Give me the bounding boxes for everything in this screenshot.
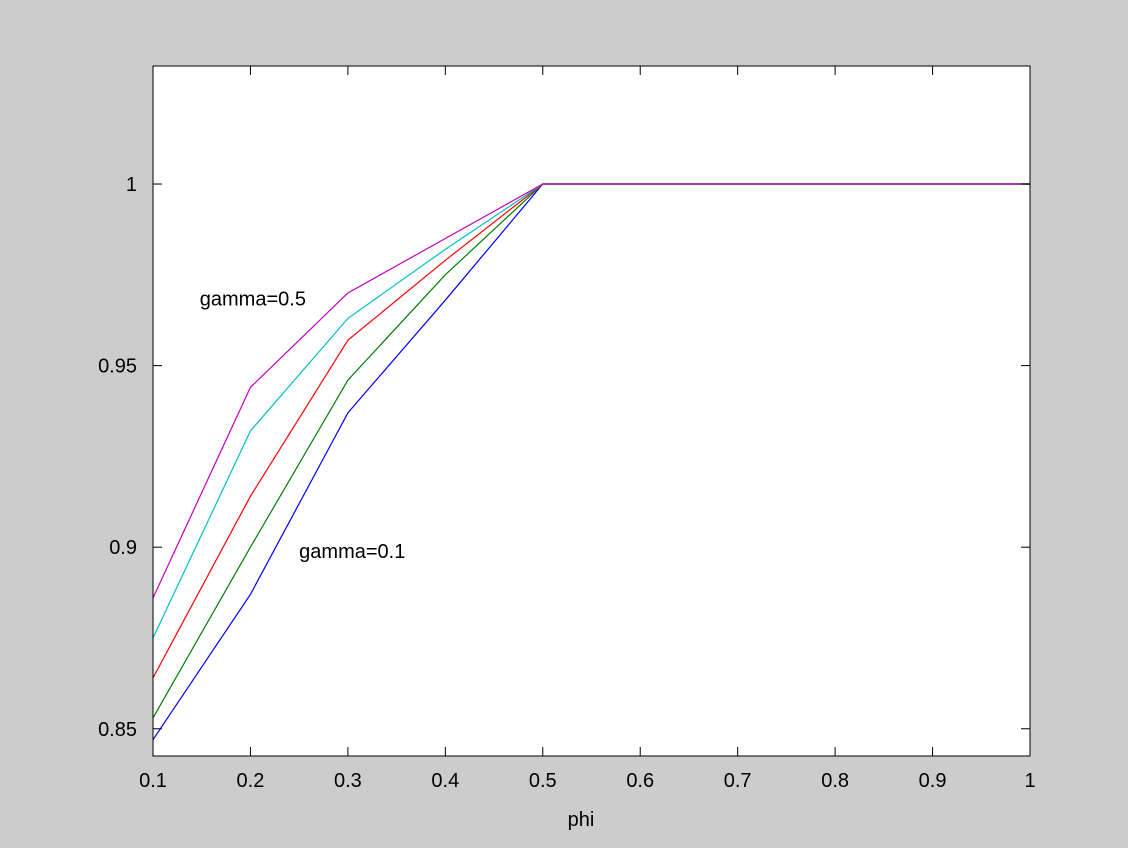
x-tick-label: 1 (1024, 770, 1035, 792)
y-tick-label: 0.9 (109, 537, 137, 559)
x-tick-label: 0.6 (626, 770, 654, 792)
label-layer: 0.1 0.2 0.3 0.4 0.5 0.6 0.7 0.8 0.9 1 0.85 0.9 0.95 1… (98, 174, 1036, 792)
annotation: gamma=0.5 (200, 288, 306, 310)
x-tick-label: 0.4 (431, 770, 459, 792)
tick-layer (152, 66, 1031, 756)
x-tick-label: 0.2 (237, 770, 265, 792)
x-tick-label: 0.8 (821, 770, 849, 792)
y-tick-label: 0.95 (98, 356, 137, 378)
x-tick-label: 0.1 (139, 770, 167, 792)
x-axis-label: phi (568, 809, 595, 831)
x-tick-label: 0.5 (529, 770, 557, 792)
x-tick-label: 0.3 (334, 770, 362, 792)
axes-area (153, 66, 1030, 756)
series-layer (152, 183, 1030, 741)
y-tick-label: 0.85 (98, 719, 137, 741)
x-tick-label: 0.9 (919, 770, 947, 792)
y-tick-label: 1 (126, 174, 137, 196)
series-line-5 (152, 183, 1030, 599)
x-tick-label: 0.7 (724, 770, 752, 792)
annotation: gamma=0.1 (299, 541, 405, 563)
axes-frame (152, 65, 1031, 757)
